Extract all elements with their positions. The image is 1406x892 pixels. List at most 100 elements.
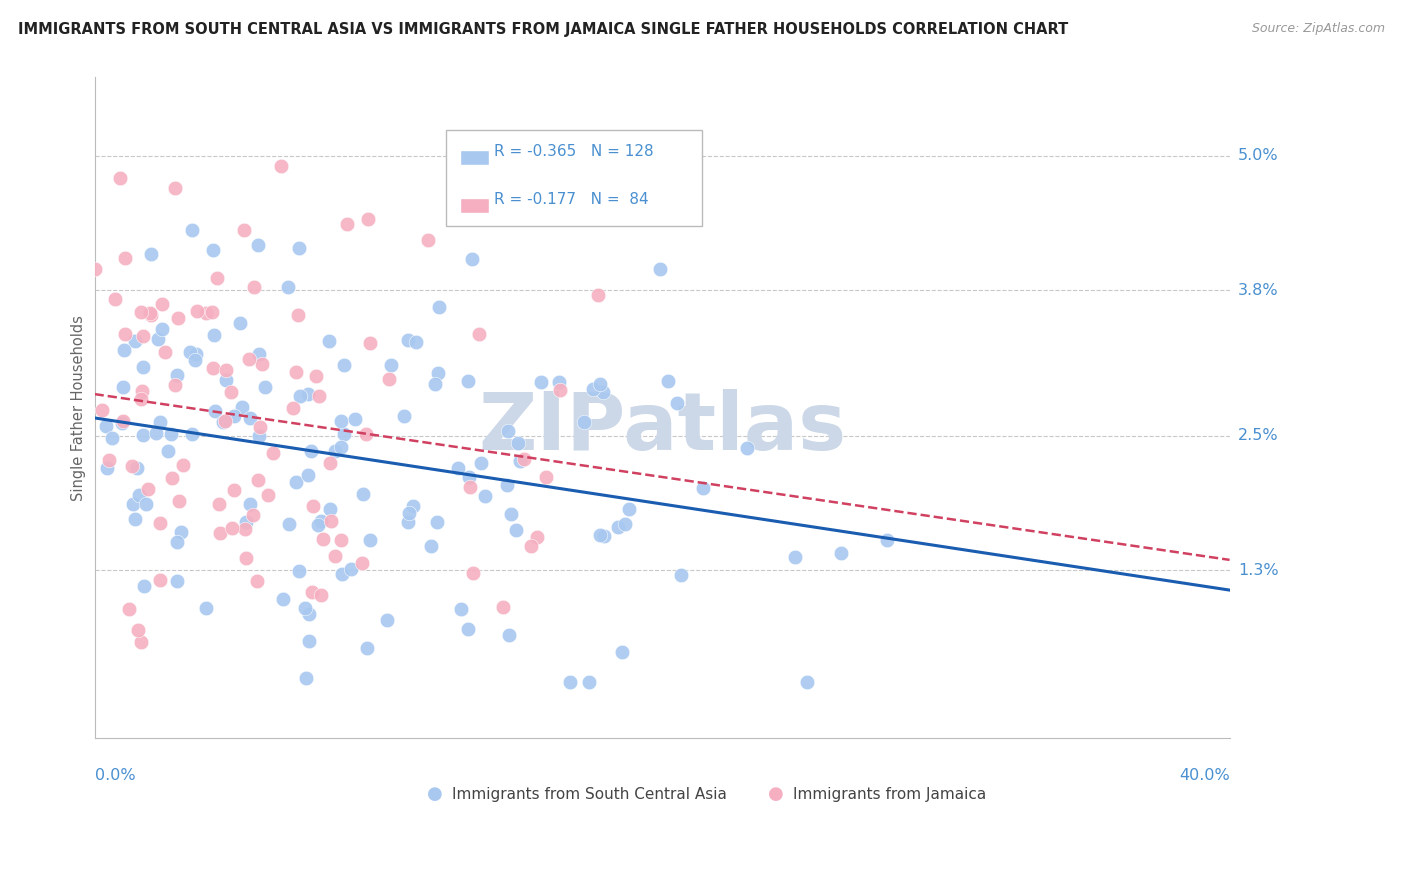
Point (508, 435, 530, 450)
Point (149, 415, 172, 429)
Text: 40.0%: 40.0% (1178, 768, 1230, 783)
Point (277, 280, 299, 294)
Point (149, 516, 172, 531)
Point (526, 530, 548, 544)
Point (648, 261, 671, 276)
Point (221, 521, 243, 535)
Point (131, 428, 153, 442)
Point (215, 363, 238, 377)
Point (222, 483, 245, 497)
Point (166, 368, 188, 383)
Point (309, 589, 332, 603)
Point (124, 334, 146, 348)
Point (796, 675, 818, 690)
Point (165, 180, 187, 194)
Point (222, 409, 245, 424)
Point (131, 384, 153, 399)
Point (329, 440, 352, 454)
Point (150, 297, 173, 311)
Point (301, 499, 323, 513)
Text: IMMIGRANTS FROM SOUTH CENTRAL ASIA VS IMMIGRANTS FROM JAMAICA SINGLE FATHER HOUS: IMMIGRANTS FROM SOUTH CENTRAL ASIA VS IM… (18, 22, 1069, 37)
Point (423, 376, 446, 391)
Point (294, 600, 316, 615)
Point (195, 600, 218, 615)
Point (474, 489, 496, 503)
Point (307, 518, 329, 533)
Point (91, 403, 114, 417)
Point (401, 500, 423, 514)
Point (375, 613, 398, 627)
Point (665, 396, 688, 410)
Point (312, 532, 335, 546)
Point (96, 461, 118, 475)
Point (207, 271, 229, 285)
Point (145, 426, 167, 441)
Point (329, 414, 352, 428)
Point (461, 252, 484, 266)
Point (242, 508, 264, 523)
Point (468, 327, 491, 342)
Point (692, 481, 714, 495)
Y-axis label: Single Father Households: Single Father Households (72, 315, 86, 500)
Point (94, 418, 117, 433)
Point (247, 237, 270, 252)
Point (287, 308, 309, 322)
Point (319, 514, 342, 528)
Point (377, 372, 399, 386)
Point (308, 389, 330, 403)
Point (505, 524, 527, 538)
Point (657, 374, 679, 388)
Point (277, 516, 299, 531)
Point (520, 539, 543, 553)
Point (558, 675, 581, 690)
Point (578, 675, 600, 690)
Point (138, 306, 160, 320)
Point (262, 445, 284, 459)
Point (592, 384, 614, 399)
Point (284, 475, 307, 490)
Point (333, 358, 356, 372)
Point (607, 519, 630, 533)
Point (181, 223, 204, 237)
Point (186, 347, 208, 361)
Point (246, 574, 269, 589)
Point (129, 634, 152, 648)
Point (592, 529, 614, 543)
Point (344, 412, 367, 426)
Point (149, 574, 172, 588)
Point (380, 358, 402, 372)
FancyBboxPatch shape (460, 151, 489, 165)
Point (427, 301, 450, 315)
Point (215, 373, 238, 387)
Point (420, 539, 443, 553)
Point (121, 459, 143, 474)
Point (235, 551, 257, 566)
Point (396, 515, 419, 529)
Point (219, 385, 242, 400)
Point (301, 585, 323, 599)
Point (249, 420, 271, 434)
Point (131, 305, 153, 319)
Point (165, 378, 187, 392)
Point (114, 251, 136, 265)
Point (319, 501, 342, 516)
Point (201, 361, 224, 376)
Point (288, 565, 311, 579)
Point (405, 335, 427, 350)
Text: 2.5%: 2.5% (1237, 428, 1278, 443)
Text: R = -0.177   N =  84: R = -0.177 N = 84 (494, 192, 648, 207)
Point (257, 488, 280, 502)
Point (357, 212, 380, 227)
Point (84, 261, 107, 276)
Point (204, 404, 226, 418)
Point (427, 366, 450, 380)
Point (172, 458, 194, 472)
Point (319, 456, 342, 470)
Point (212, 415, 235, 429)
Point (426, 516, 449, 530)
Point (458, 480, 481, 494)
Point (169, 524, 191, 539)
Point (735, 441, 758, 455)
Point (457, 375, 479, 389)
Point (298, 607, 321, 622)
